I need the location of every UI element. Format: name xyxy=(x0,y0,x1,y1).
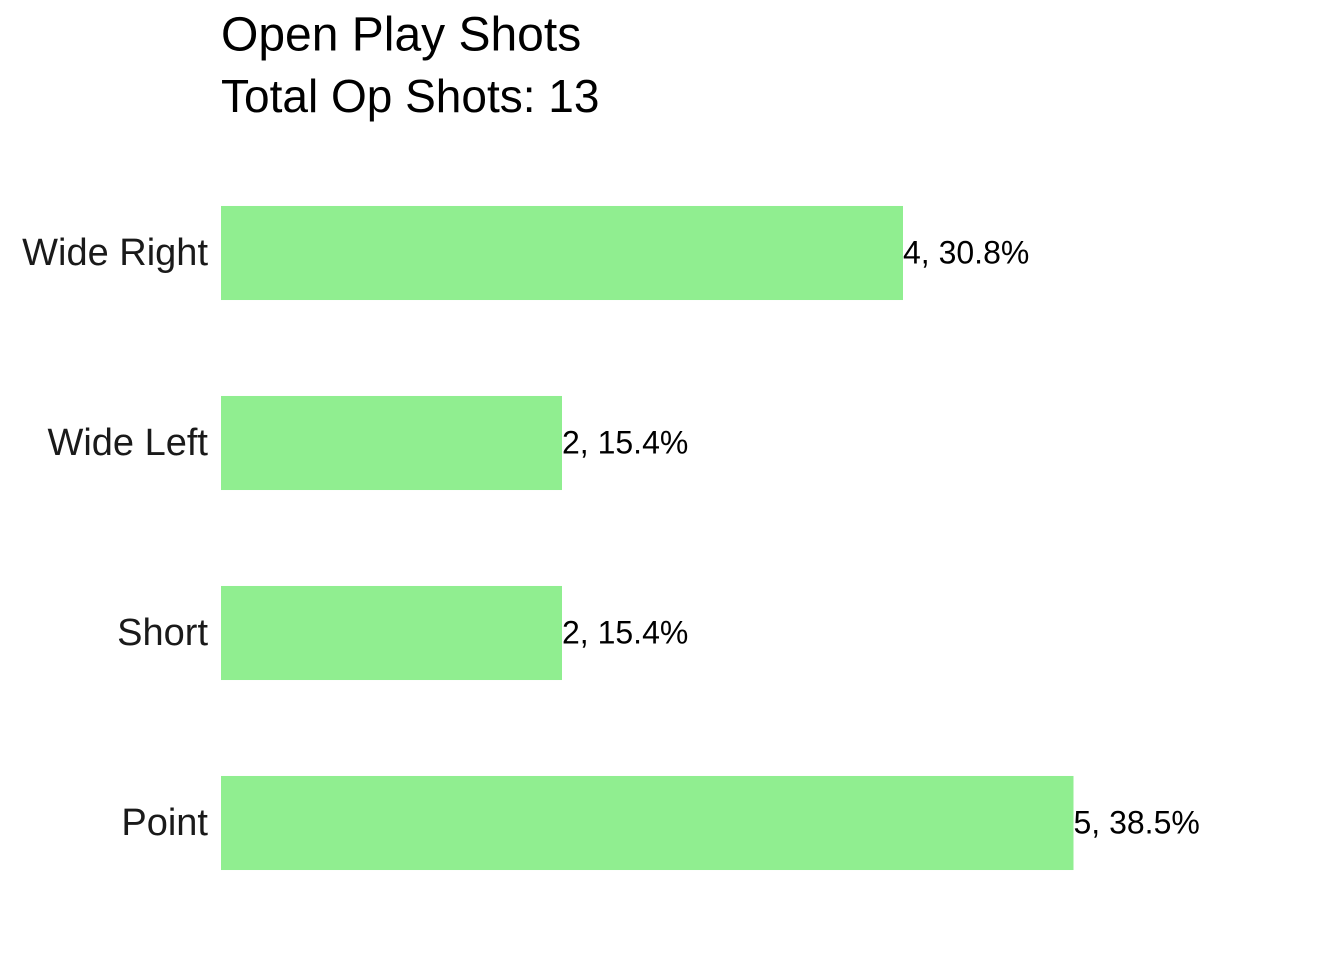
chart-subtitle: Total Op Shots: 13 xyxy=(221,70,599,122)
value-label: 4, 30.8% xyxy=(903,234,1029,270)
y-tick-label: Point xyxy=(121,802,208,844)
bar xyxy=(221,775,1074,871)
y-tick-label: Wide Left xyxy=(47,422,208,464)
bar xyxy=(221,395,562,491)
bar xyxy=(221,205,903,301)
y-tick-label: Short xyxy=(117,612,208,654)
value-label: 2, 15.4% xyxy=(562,424,688,460)
chart-title: Open Play Shots xyxy=(221,9,581,62)
value-label: 5, 38.5% xyxy=(1074,804,1200,840)
bar xyxy=(221,585,562,681)
value-label: 2, 15.4% xyxy=(562,614,688,650)
y-tick-label: Wide Right xyxy=(22,232,208,274)
